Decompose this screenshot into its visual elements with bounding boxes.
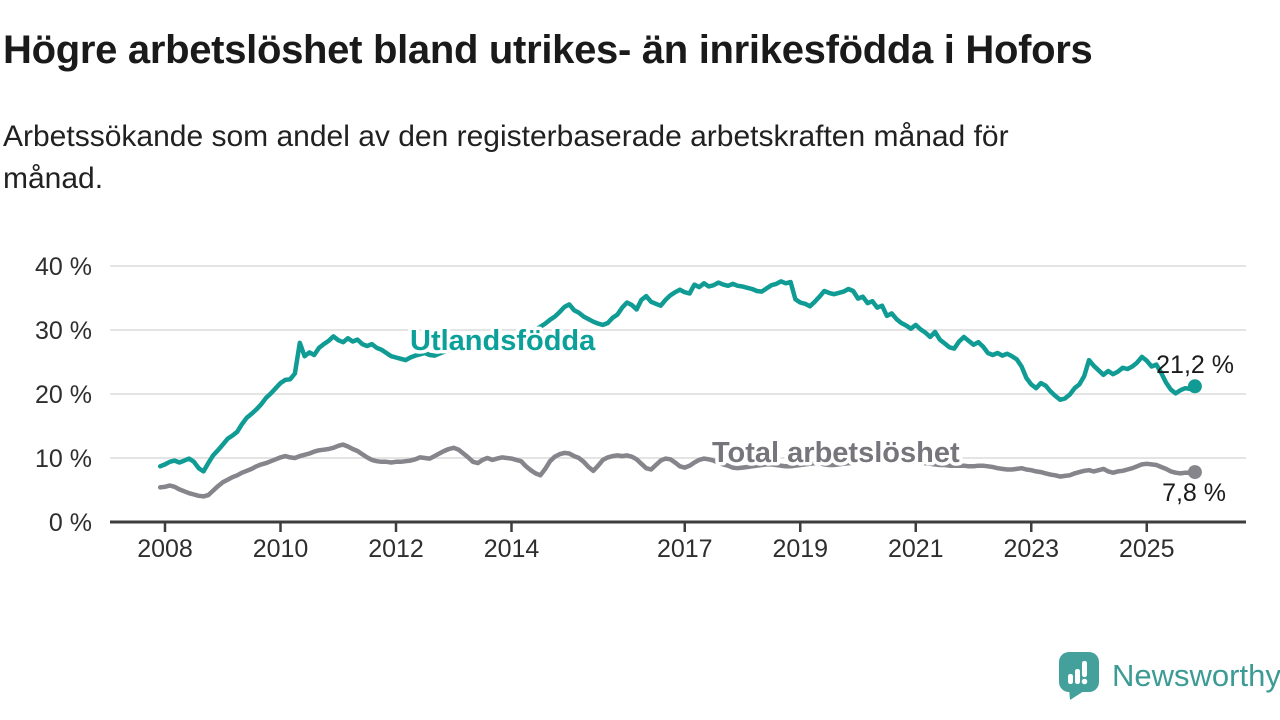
end-value-label-total: 7,8 % — [1162, 479, 1226, 507]
end-dot-total — [1187, 465, 1202, 480]
x-tick-label: 2019 — [772, 535, 828, 563]
y-tick-label: 20 % — [35, 381, 92, 409]
line-utlandsfodda — [157, 279, 1198, 474]
bar-chart-exclamation-glyph — [1068, 661, 1088, 685]
subtitle-line-1: Arbetssökande som andel av den registerb… — [3, 120, 1009, 153]
x-tick-label: 2023 — [1003, 535, 1059, 563]
x-tick-label: 2010 — [253, 535, 309, 563]
page-title: Högre arbetslöshet bland utrikes- än inr… — [3, 28, 1093, 72]
x-tick-label: 2025 — [1119, 535, 1175, 563]
newsworthy-brand: Newsworthy — [1056, 650, 1280, 702]
y-tick-label: 40 % — [35, 253, 92, 281]
y-tick-label: 0 % — [49, 509, 92, 537]
newsworthy-wordmark: Newsworthy — [1112, 658, 1280, 693]
x-tick-label: 2008 — [137, 535, 193, 563]
x-tick-label: 2012 — [368, 535, 424, 563]
series-label-total-arbetsloshet: Total arbetslöshet — [712, 437, 960, 469]
series-label-utlandsfodda: Utlandsfödda — [410, 325, 596, 357]
x-tick-label: 2021 — [888, 535, 944, 563]
newsworthy-logo-icon — [1059, 652, 1099, 700]
page-subtitle: Arbetssökande som andel av den registerb… — [3, 116, 1203, 200]
end-dot-utlandsfodda — [1187, 379, 1202, 394]
y-tick-label: 30 % — [35, 317, 92, 345]
line-total — [157, 442, 1198, 499]
gridlines-and-y-labels: 0 % 10 % 20 % 30 % 40 % — [35, 253, 1246, 537]
end-value-label-utlandsfodda: 21,2 % — [1156, 351, 1234, 379]
y-tick-label: 10 % — [35, 445, 92, 473]
subtitle-line-2: månad. — [3, 162, 104, 195]
series-lines — [157, 279, 1202, 499]
x-tick-label: 2014 — [484, 535, 540, 563]
x-tick-label: 2017 — [657, 535, 713, 563]
x-axis: 2008 2010 2012 2014 2017 2019 2021 2023 2025 — [110, 520, 1246, 563]
